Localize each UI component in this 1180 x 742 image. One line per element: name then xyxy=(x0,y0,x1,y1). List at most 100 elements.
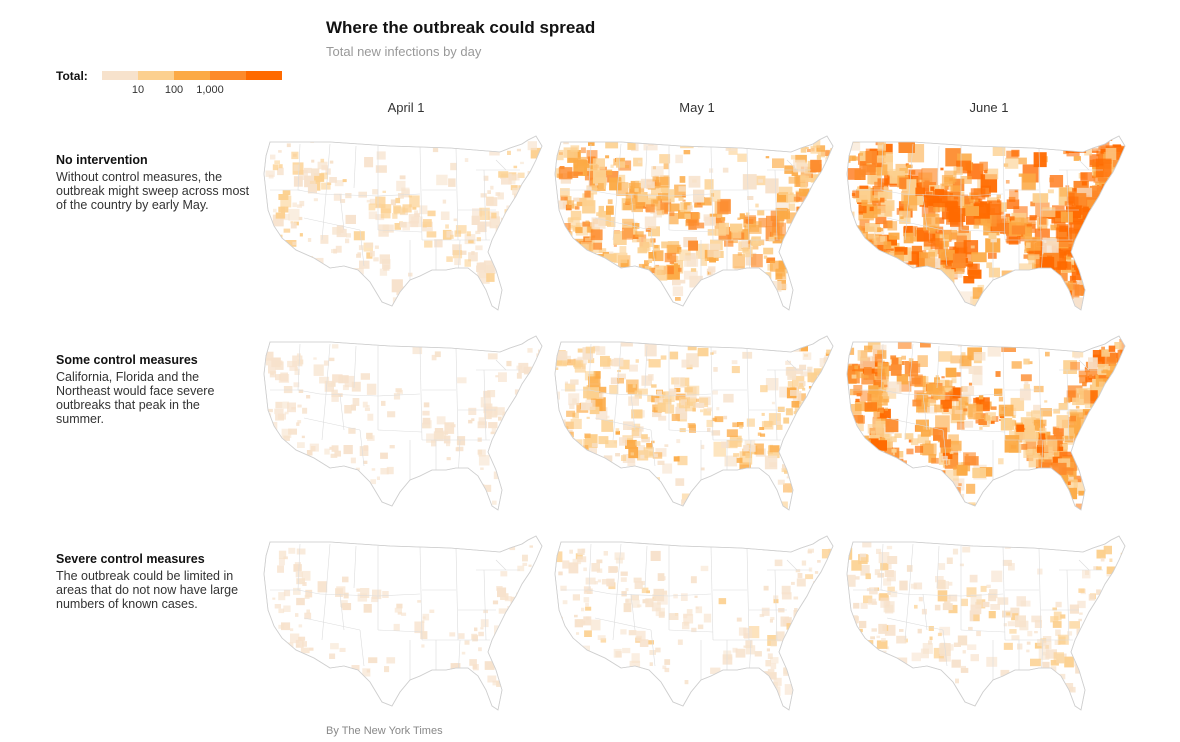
county-cell xyxy=(370,479,376,485)
county-cell xyxy=(912,399,922,407)
county-cell xyxy=(683,136,698,143)
county-cell xyxy=(926,406,938,414)
county-cell xyxy=(914,445,924,453)
county-cell xyxy=(890,364,902,376)
county-cell xyxy=(966,483,976,494)
county-cell xyxy=(399,175,406,180)
county-cell xyxy=(640,454,645,459)
county-cell xyxy=(962,136,972,139)
county-cell xyxy=(887,221,898,231)
county-cell xyxy=(991,406,997,410)
county-cell xyxy=(1095,158,1112,177)
county-cell xyxy=(921,168,939,188)
county-cell xyxy=(394,206,406,215)
county-cell xyxy=(1011,613,1019,621)
county-cell xyxy=(487,353,498,360)
county-cell xyxy=(582,221,590,227)
county-cell xyxy=(738,627,747,636)
county-cell xyxy=(329,446,334,450)
county-cell xyxy=(468,407,477,415)
county-cell xyxy=(414,210,419,216)
county-cell xyxy=(298,169,308,180)
county-cell xyxy=(716,491,728,503)
county-cell xyxy=(801,560,807,566)
county-cell xyxy=(703,488,715,501)
county-cell xyxy=(998,202,1007,212)
county-cell xyxy=(718,222,730,235)
county-cell xyxy=(1066,144,1080,157)
county-cell xyxy=(1026,641,1031,645)
county-cell xyxy=(998,396,1004,402)
county-cell xyxy=(1077,600,1086,609)
county-cell xyxy=(648,374,654,381)
county-cell xyxy=(773,677,782,686)
county-cell xyxy=(363,445,369,451)
county-cell xyxy=(889,251,904,268)
county-cell xyxy=(847,574,856,587)
county-cell xyxy=(729,435,742,447)
county-cell xyxy=(942,230,957,240)
county-cell xyxy=(574,297,586,310)
county-cell xyxy=(891,436,897,443)
county-cell xyxy=(920,648,929,659)
county-cell xyxy=(929,636,933,641)
county-cell xyxy=(393,393,401,400)
county-cell xyxy=(645,598,654,608)
county-cell xyxy=(876,415,887,425)
county-cell xyxy=(795,192,810,202)
county-cell xyxy=(868,438,879,449)
county-cell xyxy=(1045,649,1057,659)
county-cell xyxy=(1045,351,1050,357)
county-cell xyxy=(1084,148,1092,156)
county-cell xyxy=(956,291,973,309)
county-cell xyxy=(795,265,800,269)
county-cell xyxy=(869,461,875,466)
county-cell xyxy=(637,160,642,164)
county-cell xyxy=(1117,432,1124,437)
county-cell xyxy=(676,439,681,444)
county-cell xyxy=(681,499,687,506)
state-border xyxy=(650,229,656,267)
county-cell xyxy=(895,709,906,710)
county-cell xyxy=(918,596,923,602)
county-cell xyxy=(350,457,356,464)
state-border xyxy=(377,193,421,197)
county-cell xyxy=(722,654,733,665)
county-cell xyxy=(854,258,870,276)
county-cell xyxy=(657,573,665,581)
county-cell xyxy=(297,404,302,408)
county-cell xyxy=(991,215,1008,233)
county-cell xyxy=(1040,452,1048,458)
county-cell xyxy=(1086,633,1091,636)
county-cell xyxy=(1099,204,1106,211)
county-cell xyxy=(1101,369,1108,374)
county-cell xyxy=(1095,205,1106,216)
state-border xyxy=(455,547,459,641)
county-cell xyxy=(884,407,888,411)
county-cell xyxy=(619,246,627,253)
county-cell xyxy=(636,630,646,641)
county-cell xyxy=(1103,205,1113,217)
county-cell xyxy=(595,292,606,300)
county-cell xyxy=(382,259,391,269)
county-cell xyxy=(1044,489,1057,502)
county-cell xyxy=(1067,385,1083,395)
county-cell xyxy=(502,230,510,237)
county-cell xyxy=(818,387,827,395)
county-cell xyxy=(622,218,635,230)
county-cell xyxy=(616,177,621,182)
county-cell xyxy=(908,358,912,362)
county-cell xyxy=(573,360,584,367)
county-cell xyxy=(906,448,914,455)
county-cell xyxy=(692,299,703,308)
county-cell xyxy=(770,617,775,620)
county-cell xyxy=(623,203,632,211)
county-cell xyxy=(1098,206,1105,212)
county-cell xyxy=(1094,403,1106,413)
county-cell xyxy=(586,150,598,159)
county-cell xyxy=(495,461,503,467)
county-cell xyxy=(694,199,703,208)
county-cell xyxy=(778,186,793,195)
county-cell xyxy=(987,252,997,259)
county-cell xyxy=(930,283,934,287)
